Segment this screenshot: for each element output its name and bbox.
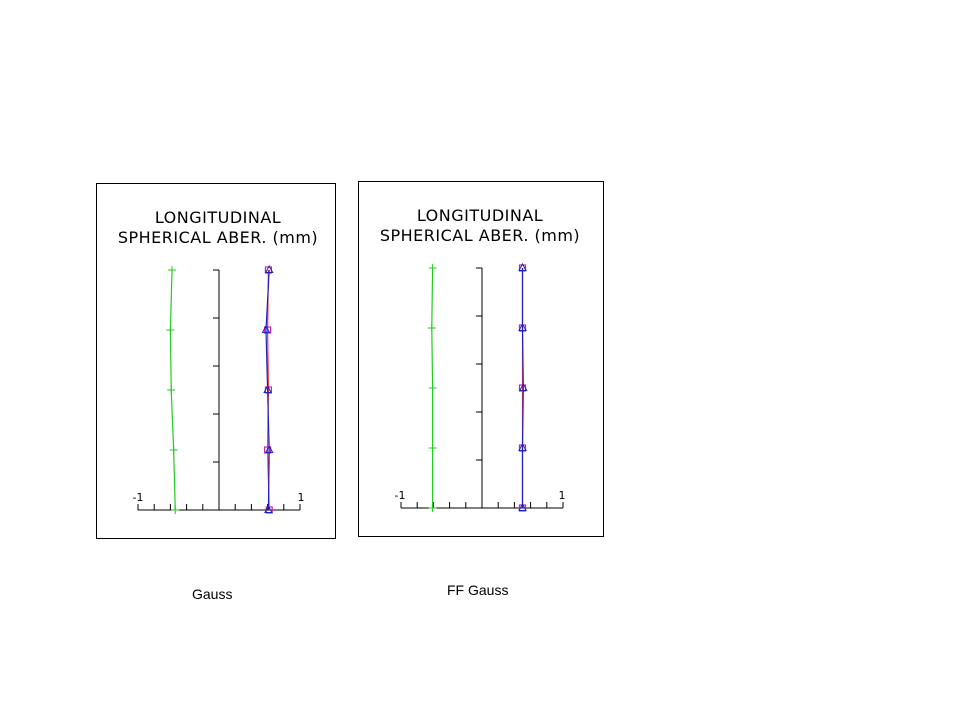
series-line-triangle xyxy=(521,268,524,508)
x-min-label: -1 xyxy=(133,491,144,504)
data-point-triangle xyxy=(264,504,273,513)
chart-title-line2: SPHERICAL ABER. (mm) xyxy=(118,228,318,247)
series-line-square xyxy=(266,269,270,511)
data-point-triangle xyxy=(261,324,271,333)
aberration-plot-gauss: LONGITUDINAL SPHERICAL ABER. (mm) -1 1 xyxy=(96,183,336,539)
chart-title-line2: SPHERICAL ABER. (mm) xyxy=(380,226,580,245)
data-point-triangle xyxy=(518,382,528,391)
data-point-triangle xyxy=(518,502,527,511)
data-point-plus xyxy=(428,264,437,272)
data-point-plus xyxy=(166,326,175,334)
series-line-triangle xyxy=(265,269,270,511)
chart-panel-ff-gauss: LONGITUDINAL SPHERICAL ABER. (mm) -1 1 xyxy=(358,181,604,537)
data-point-plus xyxy=(428,384,437,392)
x-min-label: -1 xyxy=(395,489,406,502)
data-point-plus xyxy=(168,266,177,274)
caption-ff-gauss: FF Gauss xyxy=(447,582,509,598)
data-point-plus xyxy=(167,386,176,394)
chart-title-line1: LONGITUDINAL xyxy=(417,206,543,225)
data-point-triangle xyxy=(264,264,274,273)
aberration-plot-ff-gauss: LONGITUDINAL SPHERICAL ABER. (mm) -1 1 xyxy=(358,181,604,537)
caption-gauss: Gauss xyxy=(192,586,233,602)
data-point-plus xyxy=(428,444,437,452)
x-max-label: 1 xyxy=(559,489,566,502)
data-point-plus xyxy=(428,504,437,512)
data-point-plus xyxy=(427,324,436,332)
data-point-triangle xyxy=(263,384,272,393)
data-point-plus xyxy=(169,446,178,454)
chart-panel-gauss: LONGITUDINAL SPHERICAL ABER. (mm) -1 1 xyxy=(96,183,336,539)
data-point-triangle xyxy=(518,262,527,271)
data-point-triangle xyxy=(518,322,527,331)
data-point-triangle xyxy=(518,442,527,451)
x-max-label: 1 xyxy=(298,491,305,504)
chart-title-line1: LONGITUDINAL xyxy=(155,208,281,227)
data-point-triangle xyxy=(264,444,274,453)
data-point-plus xyxy=(171,506,180,514)
